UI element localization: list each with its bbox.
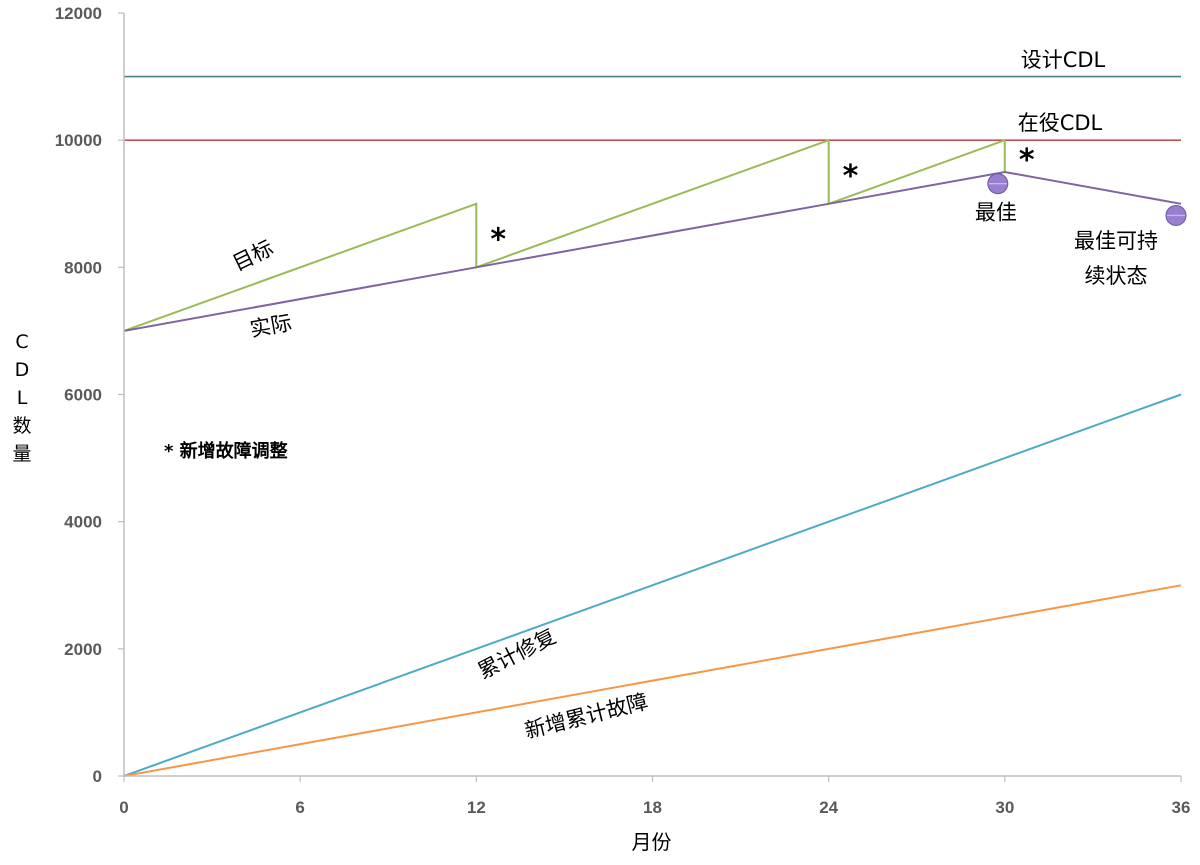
y-axis-title-char: C — [15, 331, 28, 353]
series-line-2 — [123, 170, 1182, 332]
x-axis-title: 月份 — [632, 830, 672, 854]
y-tick-label: 4000 — [64, 513, 102, 532]
x-tick-label: 18 — [643, 798, 662, 817]
y-tick-label: 2000 — [64, 640, 102, 659]
series-lines — [123, 138, 1182, 777]
x-tick-label: 36 — [1172, 798, 1191, 817]
y-axis-title-char: 量 — [12, 443, 31, 465]
y-tick-label: 12000 — [55, 4, 102, 23]
y-axis-title-char: 数 — [12, 415, 31, 437]
marker-label-sustainable: 最佳可持 — [1074, 229, 1158, 253]
y-tick-label: 8000 — [64, 258, 102, 277]
y-axis-title-char: L — [17, 387, 28, 409]
y-tick-label: 0 — [93, 767, 102, 786]
y-tick-label: 6000 — [64, 386, 102, 405]
x-tick-label: 6 — [295, 798, 304, 817]
series-label-4: 新增累计故障 — [522, 689, 650, 743]
adjust-star: * — [490, 223, 506, 258]
adjust-star: * — [1019, 143, 1035, 178]
reference-label-2: 在役CDL — [1018, 111, 1103, 135]
series-label-3: 累计修复 — [474, 624, 560, 684]
series-label-1: 目标 — [229, 236, 277, 276]
marker-label-sustainable: 续状态 — [1085, 264, 1148, 288]
series-label-2: 实际 — [248, 311, 294, 342]
adjust-star: * — [843, 159, 859, 194]
x-tick-label: 30 — [995, 798, 1014, 817]
x-tick-label: 24 — [819, 798, 838, 817]
marker-label-best: 最佳 — [975, 201, 1017, 225]
series-line-4 — [123, 584, 1182, 777]
x-tick-label: 0 — [119, 798, 128, 817]
series-line-1 — [123, 138, 1006, 332]
y-axis-title-char: D — [15, 359, 30, 381]
axes: 0 2000 4000 6000 8000 10000 12000 0 6 12 18 24 30 36 — [55, 4, 1191, 817]
series-line-3 — [123, 393, 1182, 777]
y-tick-label: 10000 — [55, 131, 102, 150]
x-tick-label: 12 — [467, 798, 486, 817]
reference-label-1: 设计CDL — [1021, 48, 1106, 72]
adjust-note: * 新增故障调整 — [164, 440, 288, 462]
